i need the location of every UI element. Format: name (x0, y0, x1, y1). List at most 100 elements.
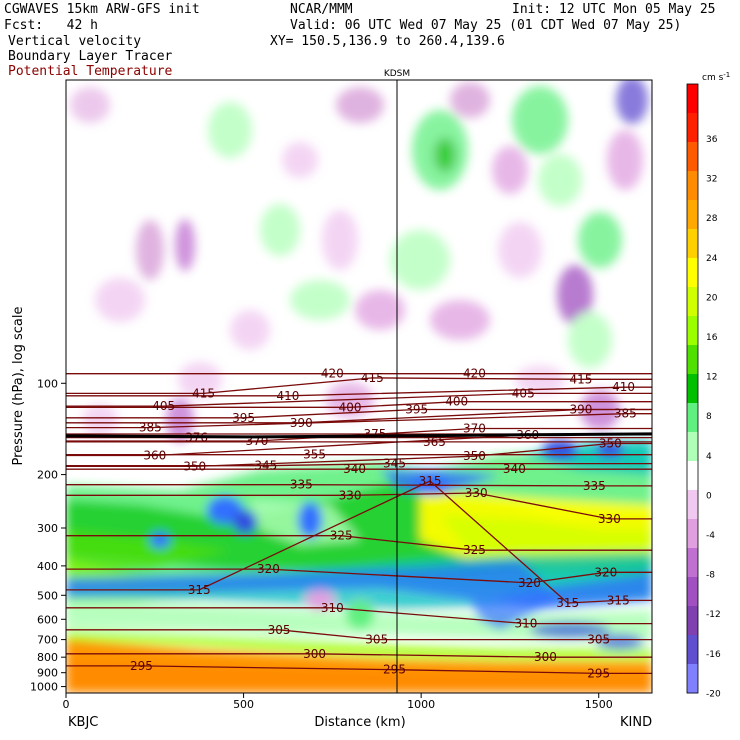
plot-frame (65, 79, 653, 694)
theta-contour-line (66, 535, 652, 551)
kdsm-vertical-marker: KDSM (384, 69, 410, 693)
theta-contour-line (66, 665, 652, 675)
field-potential-temperature: Potential Temperature (8, 64, 173, 79)
theta-label: 415 (361, 371, 384, 385)
theta-contour-line (66, 413, 652, 429)
theta-label: 395 (232, 411, 255, 425)
theta-label: 320 (518, 576, 541, 590)
theta-label: 390 (570, 402, 593, 416)
colorbar-swatch (687, 548, 698, 578)
theta-contour-line (66, 442, 652, 468)
theta-contour-line (66, 408, 652, 424)
tropopause-line (65, 432, 653, 439)
theta-label: 400 (445, 395, 468, 409)
y-tick-label: 1000 (30, 681, 58, 694)
theta-label: 365 (423, 435, 446, 449)
org-label: NCAR/MMM (290, 2, 353, 17)
colorbar-tick-label: 0 (706, 491, 712, 501)
colorbar-swatch (687, 142, 698, 172)
colorbar-swatch (687, 432, 698, 462)
colorbar-swatch (687, 577, 698, 607)
theta-contour-line (66, 492, 652, 520)
colorbar: 36 32 28 24 20 16 12 8 4 0 -4 -8 -12 -16 -20 (686, 83, 721, 699)
theta-label: 350 (463, 449, 486, 463)
theta-label: 350 (599, 437, 622, 451)
colorbar-swatch (687, 345, 698, 375)
theta-label: 370 (463, 422, 486, 436)
station-left: KBJC (68, 715, 98, 730)
y-axis-label: Pressure (hPa), log scale (11, 307, 26, 466)
x-tick-label: 1000 (407, 698, 435, 711)
colorbar-tick-label: 4 (706, 452, 712, 462)
colorbar-tick-label: 24 (706, 254, 718, 264)
theta-label: 315 (607, 593, 630, 607)
theta-contour-line (66, 607, 652, 625)
theta-label: 305 (268, 623, 291, 637)
theta-label: 345 (383, 457, 406, 471)
theta-label: 315 (556, 596, 579, 610)
theta-label: 295 (383, 663, 406, 677)
colorbar-swatch (687, 258, 698, 288)
theta-label: 325 (463, 543, 486, 557)
tropopause-path (65, 432, 653, 439)
y-tick-label: 100 (37, 377, 58, 390)
station-right: KIND (620, 715, 652, 730)
theta-contour-line (66, 480, 652, 604)
x-tick-label: 1500 (585, 698, 613, 711)
colorbar-tick-label: 20 (706, 293, 718, 303)
field-boundary-layer-tracer: Boundary Layer Tracer (8, 49, 173, 64)
theta-label: 360 (143, 448, 166, 462)
theta-contour-line (66, 629, 652, 641)
forecast-hour: Fcst: 42 h (4, 18, 98, 33)
init-time: Init: 12 UTC Mon 05 May 25 (512, 2, 716, 17)
theta-label: 340 (343, 462, 366, 476)
theta-label: 405 (512, 386, 535, 400)
x-axis-label: Distance (km) (314, 715, 405, 730)
y-tick-label: 800 (37, 651, 58, 664)
colorbar-tick-label: 28 (706, 214, 718, 224)
field-vertical-velocity: Vertical velocity (8, 34, 142, 49)
theta-label: 375 (364, 427, 387, 441)
colorbar-swatch (687, 490, 698, 520)
theta-label: 295 (587, 666, 610, 680)
colorbar-tick-label: 36 (706, 135, 718, 145)
theta-label: 320 (257, 562, 280, 576)
theta-contour-line (66, 568, 652, 584)
x-axis: 0 500 1000 1500 (63, 693, 613, 711)
theta-contour-line (66, 386, 652, 397)
theta-label: 395 (405, 402, 428, 416)
theta-label: 315 (188, 583, 211, 597)
colorbar-tick-label: -16 (706, 650, 721, 660)
colorbar-unit: cm s-1 (702, 71, 730, 83)
theta-label: 420 (321, 367, 344, 381)
colorbar-tick-label: -8 (706, 571, 715, 581)
theta-contour-line (66, 392, 652, 407)
colorbar-swatch (687, 461, 698, 491)
theta-contour-line (66, 408, 652, 419)
theta-label: 305 (365, 633, 388, 647)
theta-label: 305 (587, 633, 610, 647)
theta-label: 385 (139, 421, 162, 435)
y-tick-label: 400 (37, 560, 58, 573)
cross-section-coords: XY= 150.5,136.9 to 260.4,139.6 (270, 34, 505, 49)
theta-label: 340 (503, 462, 526, 476)
colorbar-swatch (687, 403, 698, 433)
colorbar-swatch (687, 171, 698, 201)
theta-label: 420 (463, 367, 486, 381)
valid-time: Valid: 06 UTC Wed 07 May 25 (01 CDT Wed … (290, 18, 682, 33)
potential-temperature-contours (66, 373, 652, 675)
theta-label: 330 (598, 512, 621, 526)
x-tick-label: 500 (233, 698, 254, 711)
y-tick-label: 700 (37, 634, 58, 647)
potential-temperature-labels: 420 415 415 410 405 400 395 390 395 420 415 410 405 4… (130, 367, 637, 681)
theta-label: 300 (534, 650, 557, 664)
theta-label: 415 (570, 372, 593, 386)
y-tick-label: 600 (37, 613, 58, 626)
theta-label: 330 (465, 486, 488, 500)
theta-label: 295 (130, 659, 153, 673)
theta-label: 385 (614, 407, 637, 421)
theta-label: 310 (514, 617, 537, 631)
colorbar-tick-label: 16 (706, 333, 718, 343)
theta-contour-line (66, 484, 652, 487)
